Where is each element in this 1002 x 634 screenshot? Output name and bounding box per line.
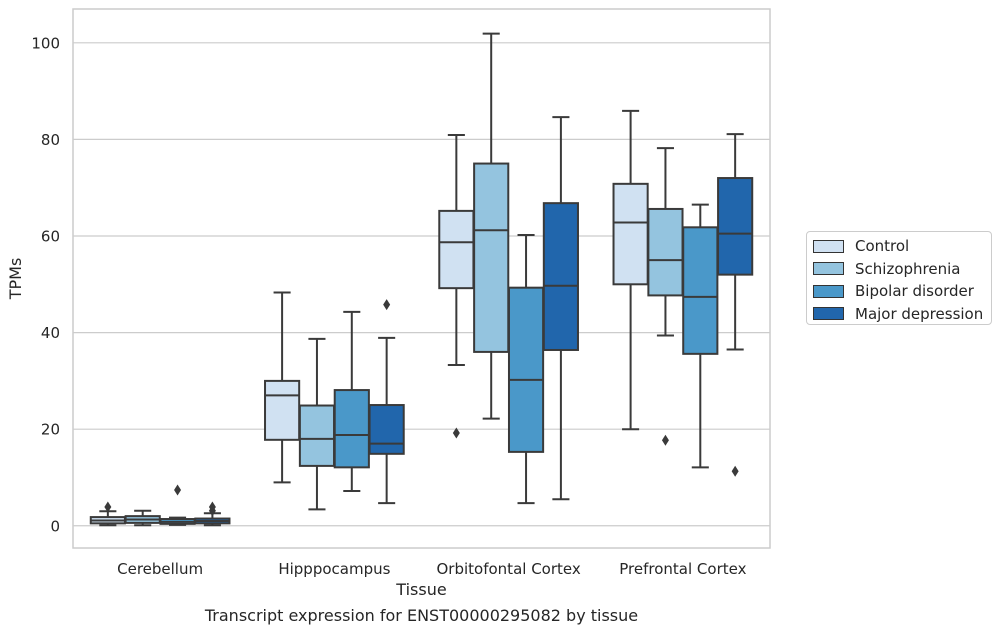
box-control xyxy=(264,291,301,484)
outlier-point xyxy=(383,299,391,311)
legend-swatch xyxy=(813,284,844,298)
legend-item: Schizophrenia xyxy=(813,258,991,281)
box-control xyxy=(612,109,649,431)
outlier-point xyxy=(661,434,669,446)
iqr-box xyxy=(647,207,684,297)
iqr-box xyxy=(542,202,579,351)
iqr-box xyxy=(368,404,405,455)
chart-legend: Control Schizophrenia Bipolar disorder Majo… xyxy=(806,231,992,325)
y-tick-label: 0 xyxy=(50,517,60,535)
legend-label: Major depression xyxy=(855,304,984,323)
box-bipolar-disorder xyxy=(507,234,545,505)
legend-item: Control xyxy=(813,235,991,258)
iqr-box xyxy=(298,404,336,467)
legend-swatch xyxy=(813,262,844,276)
box-major-depression xyxy=(368,299,405,505)
box-schizophrenia xyxy=(473,32,510,420)
x-tick-label: Hipppocampus xyxy=(278,560,390,578)
legend-item: Bipolar disorder xyxy=(813,280,991,303)
iqr-box xyxy=(438,209,475,290)
outlier-point xyxy=(731,465,739,477)
iqr-box xyxy=(473,162,510,353)
y-tick-label: 40 xyxy=(41,324,60,342)
x-tick-label: Orbitofontal Cortex xyxy=(437,560,581,578)
box-schizophrenia xyxy=(124,509,161,527)
iqr-box xyxy=(682,226,719,355)
x-axis-label: Tissue xyxy=(395,580,446,599)
outlier-point xyxy=(174,484,182,496)
x-tick-label: Cerebellum xyxy=(117,560,203,578)
y-axis-label: TPMs xyxy=(6,258,25,301)
iqr-box xyxy=(507,286,545,453)
box-control xyxy=(438,134,475,439)
y-tick-label: 20 xyxy=(41,421,60,439)
iqr-box xyxy=(717,177,754,276)
iqr-box xyxy=(264,379,301,441)
box-control xyxy=(89,501,126,527)
legend-swatch xyxy=(813,239,844,253)
legend-swatch xyxy=(813,307,844,321)
legend-label: Schizophrenia xyxy=(855,259,961,278)
y-tick-label: 80 xyxy=(41,131,60,149)
outlier-point xyxy=(208,505,216,517)
box-major-depression xyxy=(542,116,579,501)
box-bipolar-disorder xyxy=(682,203,719,469)
y-tick-label: 100 xyxy=(31,34,60,52)
box-bipolar-disorder xyxy=(333,310,370,493)
iqr-box xyxy=(333,389,370,469)
outlier-point xyxy=(104,501,112,513)
outlier-point xyxy=(452,427,460,439)
iqr-box xyxy=(612,182,649,286)
legend-item: Major depression xyxy=(813,303,991,326)
box-schizophrenia xyxy=(298,337,336,511)
x-tick-label: Prefrontal Cortex xyxy=(619,560,746,578)
box-major-depression xyxy=(194,501,231,527)
box-bipolar-disorder xyxy=(159,484,196,526)
y-tick-label: 60 xyxy=(41,227,60,245)
figure-caption: Transcript expression for ENST0000029508… xyxy=(204,606,639,625)
plot-frame xyxy=(72,8,771,549)
legend-label: Bipolar disorder xyxy=(855,282,974,301)
legend-label: Control xyxy=(855,237,910,256)
box-schizophrenia xyxy=(647,147,684,446)
box-major-depression xyxy=(717,133,754,477)
